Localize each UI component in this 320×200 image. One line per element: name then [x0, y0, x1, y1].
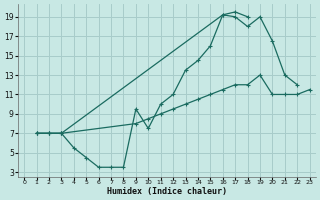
X-axis label: Humidex (Indice chaleur): Humidex (Indice chaleur) — [107, 187, 227, 196]
